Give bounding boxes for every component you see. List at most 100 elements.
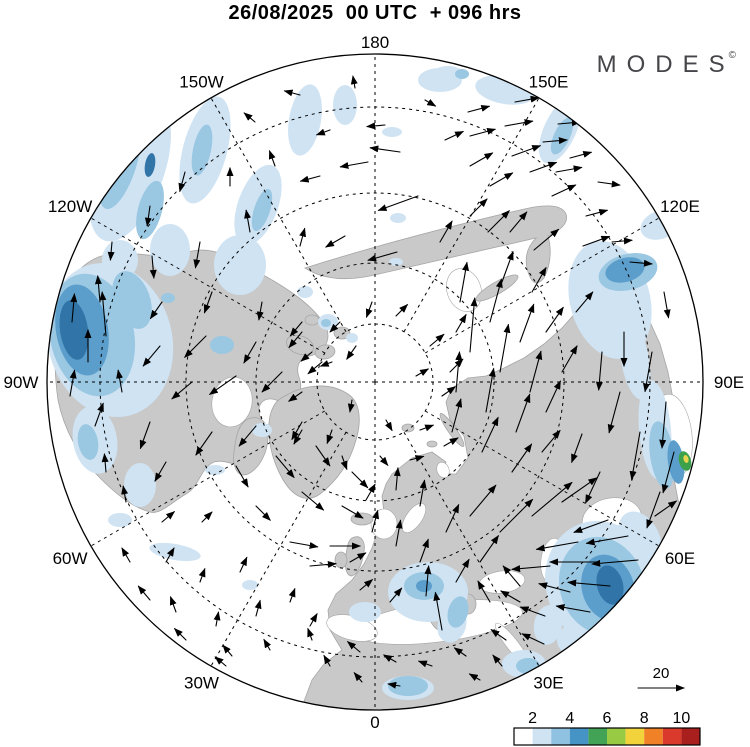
lon-label-150W: 150W — [179, 72, 223, 91]
wind-arrow — [487, 210, 510, 233]
wind-arrow — [139, 421, 151, 450]
wind-arrow — [319, 360, 333, 367]
wind-arrow — [492, 654, 503, 667]
lon-label-30E: 30E — [533, 674, 563, 693]
lon-label-150E: 150E — [529, 72, 569, 91]
shade-patch — [432, 66, 464, 84]
wind-arrow — [659, 401, 667, 449]
wind-arrow — [94, 402, 104, 427]
shade-patch — [205, 465, 225, 475]
wind-arrow — [300, 351, 313, 362]
wind-arrow — [263, 638, 272, 651]
wind-arrow — [455, 558, 470, 583]
colorbar-segment — [551, 728, 570, 745]
wind-arrow — [69, 369, 77, 397]
lon-label-0: 0 — [370, 713, 379, 732]
wind-arrow — [353, 672, 363, 683]
wind-arrow — [149, 301, 163, 320]
colorbar-segment — [588, 728, 607, 745]
reference-arrow-label: 20 — [653, 665, 670, 682]
wind-arrow — [419, 424, 435, 432]
wind-arrow — [611, 237, 633, 245]
colorbar-tick-label: 4 — [565, 710, 574, 727]
wind-arrow — [261, 371, 283, 393]
wind-arrow — [514, 95, 540, 103]
wind-arrow — [243, 112, 256, 123]
wind-arrow — [256, 301, 264, 321]
wind-arrow — [201, 511, 213, 523]
wind-arrow — [149, 255, 157, 279]
wind-arrow — [214, 656, 227, 667]
wind-arrow — [307, 627, 314, 641]
wind-arrow — [171, 381, 193, 400]
wind-arrow — [222, 644, 233, 657]
wind-arrow — [161, 511, 176, 523]
wind-arrow — [479, 534, 499, 563]
wind-arrow — [116, 369, 124, 393]
colorbar-tick-label: 6 — [603, 710, 612, 727]
meridian-line — [210, 97, 347, 333]
shade-patch — [346, 333, 358, 343]
wind-arrow — [350, 75, 358, 89]
shade-patch — [390, 213, 406, 223]
wind-arrow — [441, 386, 456, 397]
wind-arrow — [642, 351, 653, 393]
modes-logo-text: MODES — [596, 51, 735, 78]
colorbar-segment — [607, 728, 626, 745]
shade-patch — [136, 180, 164, 240]
wind-arrow — [585, 208, 609, 217]
wind-arrow — [299, 175, 321, 183]
wind-arrow — [561, 477, 598, 503]
wind-arrow — [213, 611, 221, 627]
lon-label-60E: 60E — [665, 549, 695, 568]
wind-arrow — [193, 241, 201, 269]
wind-arrow — [315, 128, 331, 136]
wind-arrow — [289, 541, 319, 549]
wind-arrow — [469, 297, 478, 353]
shade-patch — [667, 440, 685, 484]
wind-arrow — [244, 209, 252, 233]
shade-patch — [161, 293, 175, 303]
wind-arrow — [443, 437, 459, 447]
meridian-line — [403, 431, 540, 667]
wind-arrow — [453, 647, 467, 657]
wind-arrow — [359, 579, 374, 591]
shade-patch — [191, 124, 213, 176]
wind-arrow — [288, 331, 303, 349]
shade-patch — [242, 580, 258, 590]
wind-arrow — [301, 491, 325, 511]
shade-patch — [288, 84, 322, 156]
wind-arrow — [502, 565, 521, 587]
page-title: 26/08/2025 00 UTC + 096 hrs — [228, 2, 522, 24]
wind-arrow — [339, 161, 369, 169]
wind-arrow — [477, 580, 491, 603]
wind-arrow — [417, 660, 433, 668]
wind-arrow — [490, 629, 507, 641]
wind-arrow — [389, 587, 403, 603]
wind-arrow — [489, 278, 503, 323]
wind-arrow — [545, 380, 561, 413]
lon-label-30W: 30W — [184, 674, 219, 693]
wind-arrow — [489, 172, 514, 187]
wind-arrow — [499, 323, 511, 373]
wind-arrow — [283, 89, 301, 97]
wind-arrow — [500, 590, 521, 603]
shade-patch — [77, 424, 99, 460]
wind-arrow — [551, 184, 577, 197]
wind-arrow — [365, 483, 376, 501]
wind-arrow — [511, 145, 542, 157]
wind-arrow — [293, 429, 303, 445]
wind-arrow — [369, 145, 401, 153]
lon-label-120W: 120W — [48, 197, 92, 216]
wind-arrow — [121, 547, 131, 563]
wind-arrow — [529, 161, 558, 173]
colorbar-segment — [532, 728, 552, 745]
wind-arrow — [387, 681, 401, 689]
wind-arrow — [198, 567, 206, 583]
wind-arrow — [184, 335, 207, 358]
wind-arrow — [661, 451, 675, 494]
wind-arrow — [299, 227, 306, 247]
wind-arrow — [288, 391, 303, 402]
